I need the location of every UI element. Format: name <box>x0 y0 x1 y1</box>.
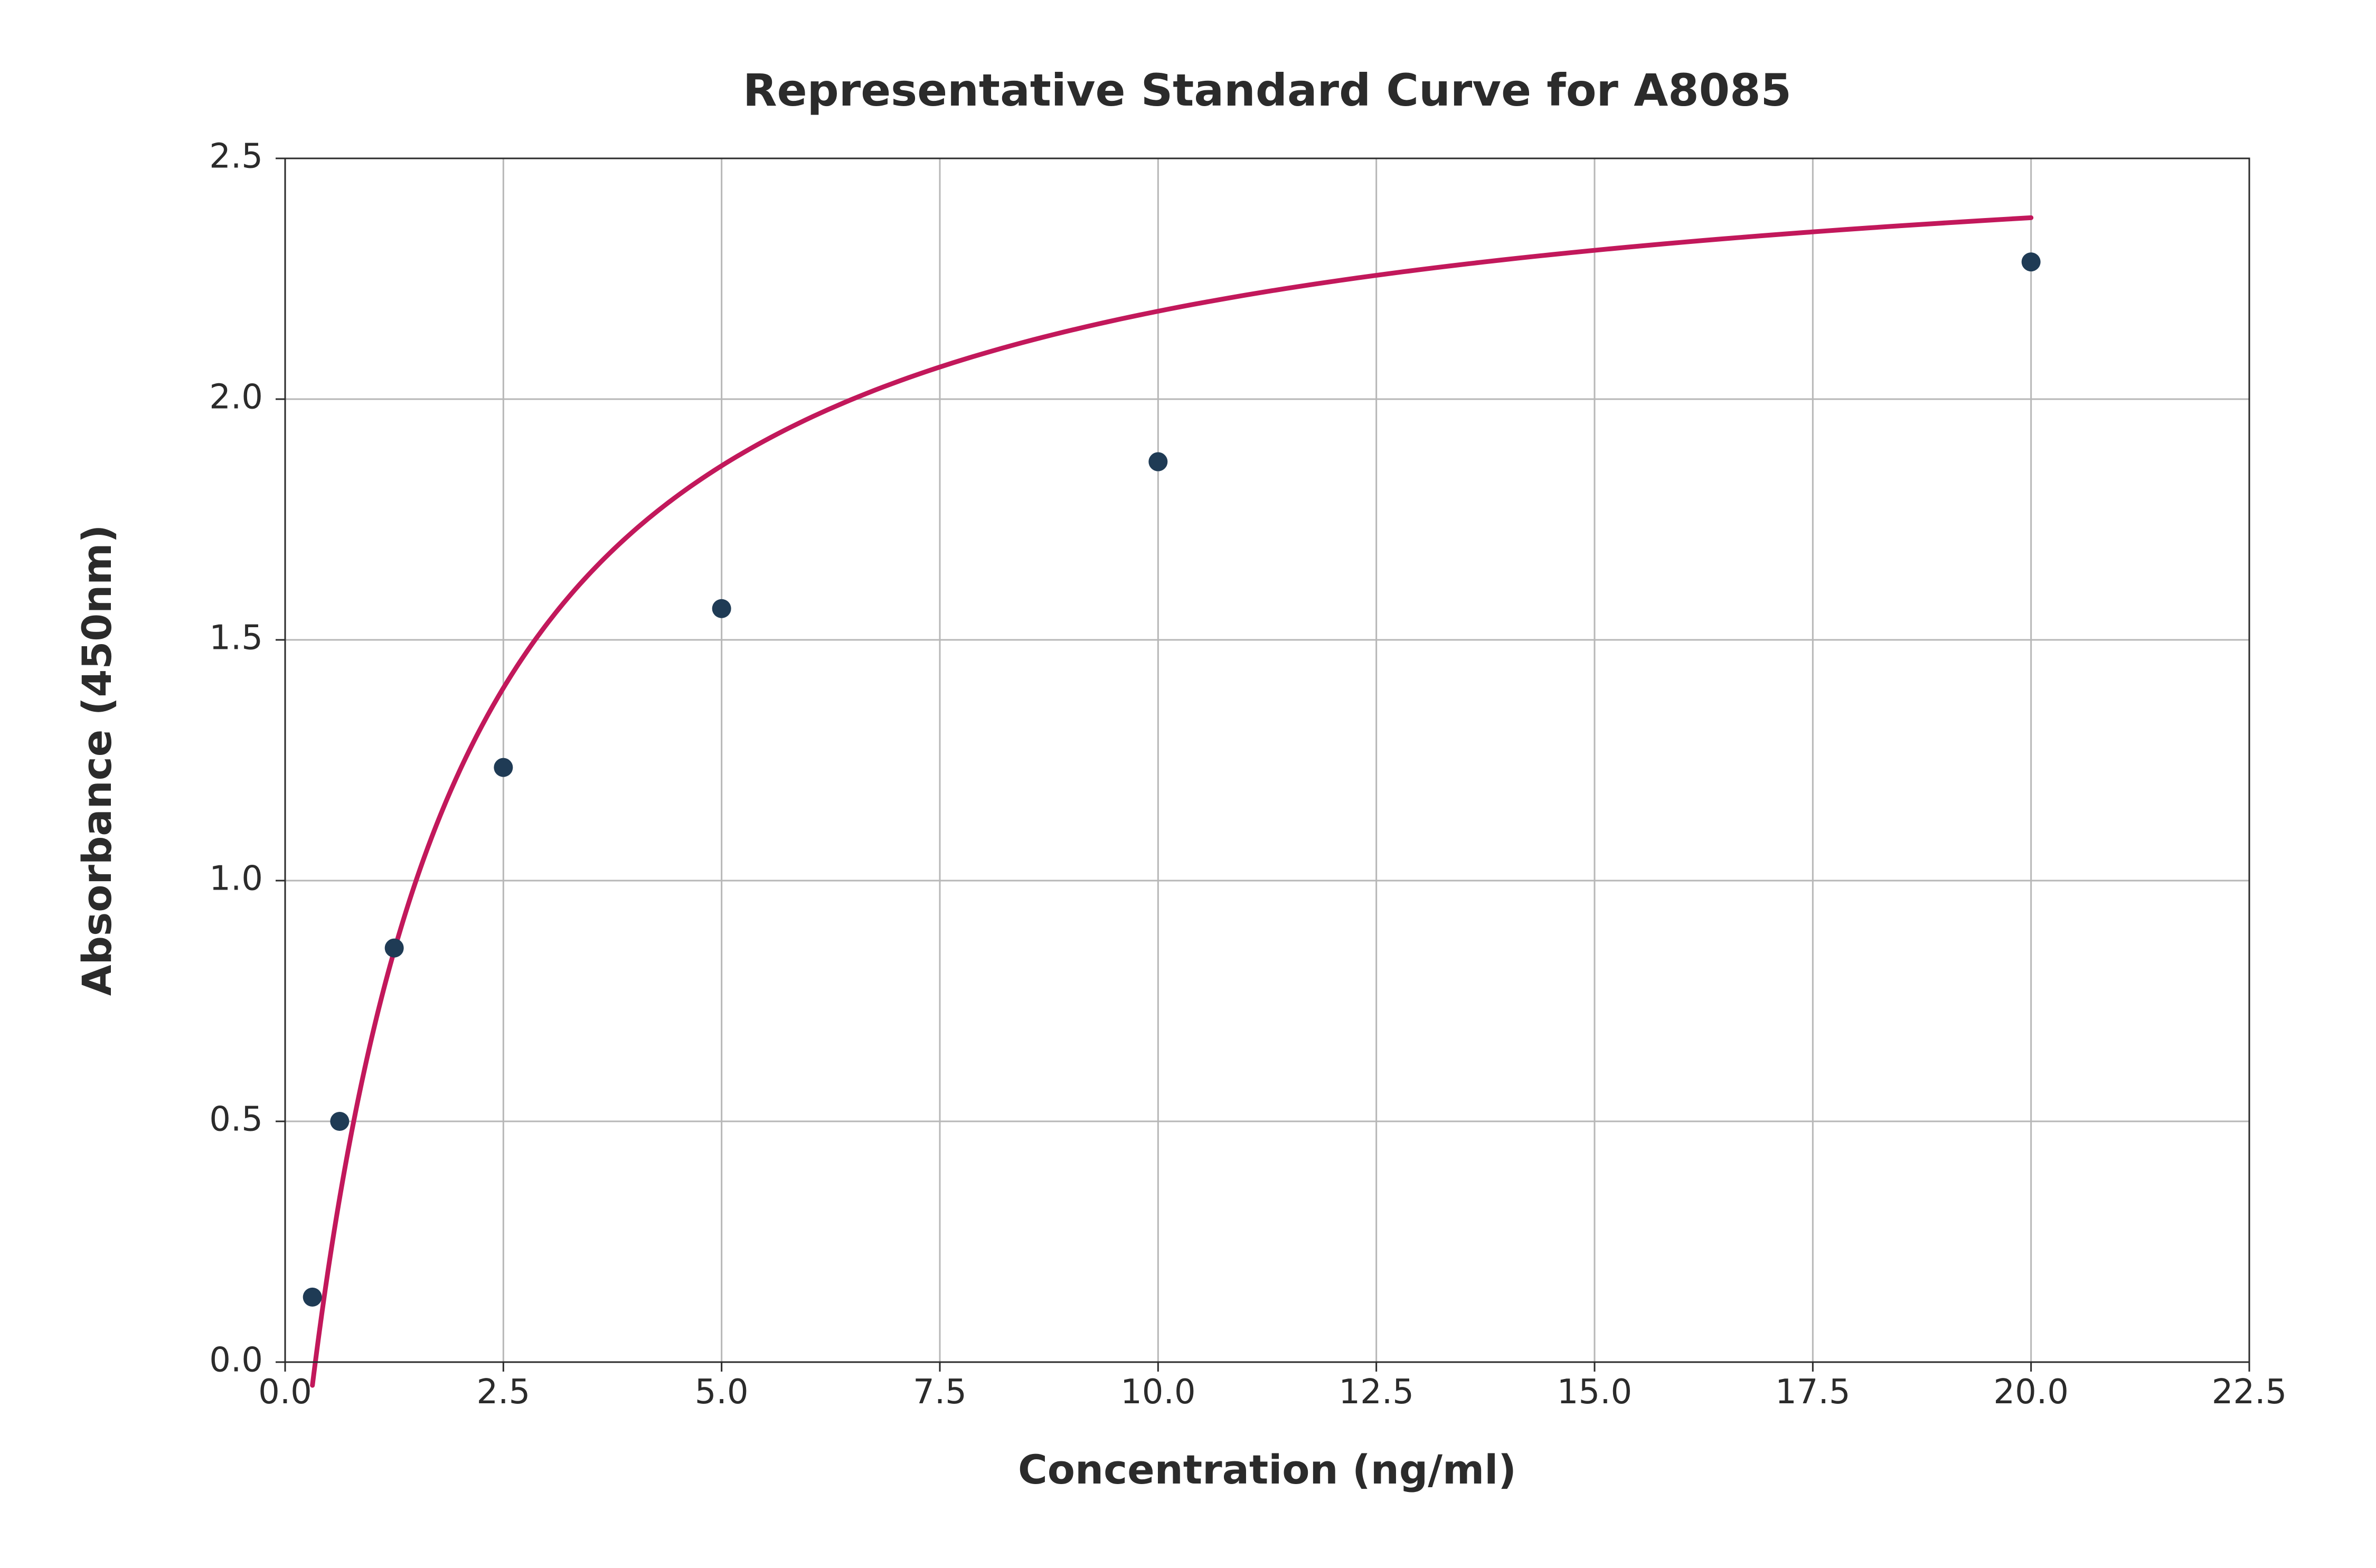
y-tick-label: 2.0 <box>209 378 263 417</box>
x-tick-label: 2.5 <box>476 1373 530 1412</box>
plot-area <box>285 158 2249 1362</box>
x-axis-label: Concentration (ng/ml) <box>1018 1446 1516 1493</box>
x-tick-label: 10.0 <box>1120 1373 1196 1412</box>
standard-curve-chart: 0.0 2.5 5.0 7.5 10.0 12.5 15.0 17.5 20.0 22.5 0.0 0… <box>0 0 2376 1568</box>
x-tick-label: 7.5 <box>913 1373 967 1412</box>
chart-container: 0.0 2.5 5.0 7.5 10.0 12.5 15.0 17.5 20.0 22.5 0.0 0… <box>0 0 2376 1568</box>
data-point <box>494 758 513 777</box>
y-tick-label: 0.0 <box>209 1341 263 1380</box>
x-tick-label: 22.5 <box>2212 1373 2287 1412</box>
x-tick-label: 0.0 <box>258 1373 312 1412</box>
data-point <box>712 599 731 618</box>
data-point <box>303 1288 322 1307</box>
x-tick-label: 20.0 <box>1993 1373 2069 1412</box>
data-point <box>2022 252 2041 271</box>
data-point <box>385 939 404 958</box>
data-point <box>1148 452 1167 471</box>
y-axis-label: Absorbance (450nm) <box>73 525 120 996</box>
data-point <box>330 1112 349 1131</box>
x-tick-label: 15.0 <box>1557 1373 1633 1412</box>
y-tick-label: 1.5 <box>209 619 263 658</box>
chart-title: Representative Standard Curve for A8085 <box>743 64 1792 116</box>
y-tick-label: 1.0 <box>209 859 263 899</box>
x-tick-label: 12.5 <box>1338 1373 1414 1412</box>
x-tick-label: 5.0 <box>695 1373 749 1412</box>
y-tick-label: 2.5 <box>209 137 263 176</box>
x-tick-label: 17.5 <box>1775 1373 1851 1412</box>
y-tick-label: 0.5 <box>209 1100 263 1139</box>
